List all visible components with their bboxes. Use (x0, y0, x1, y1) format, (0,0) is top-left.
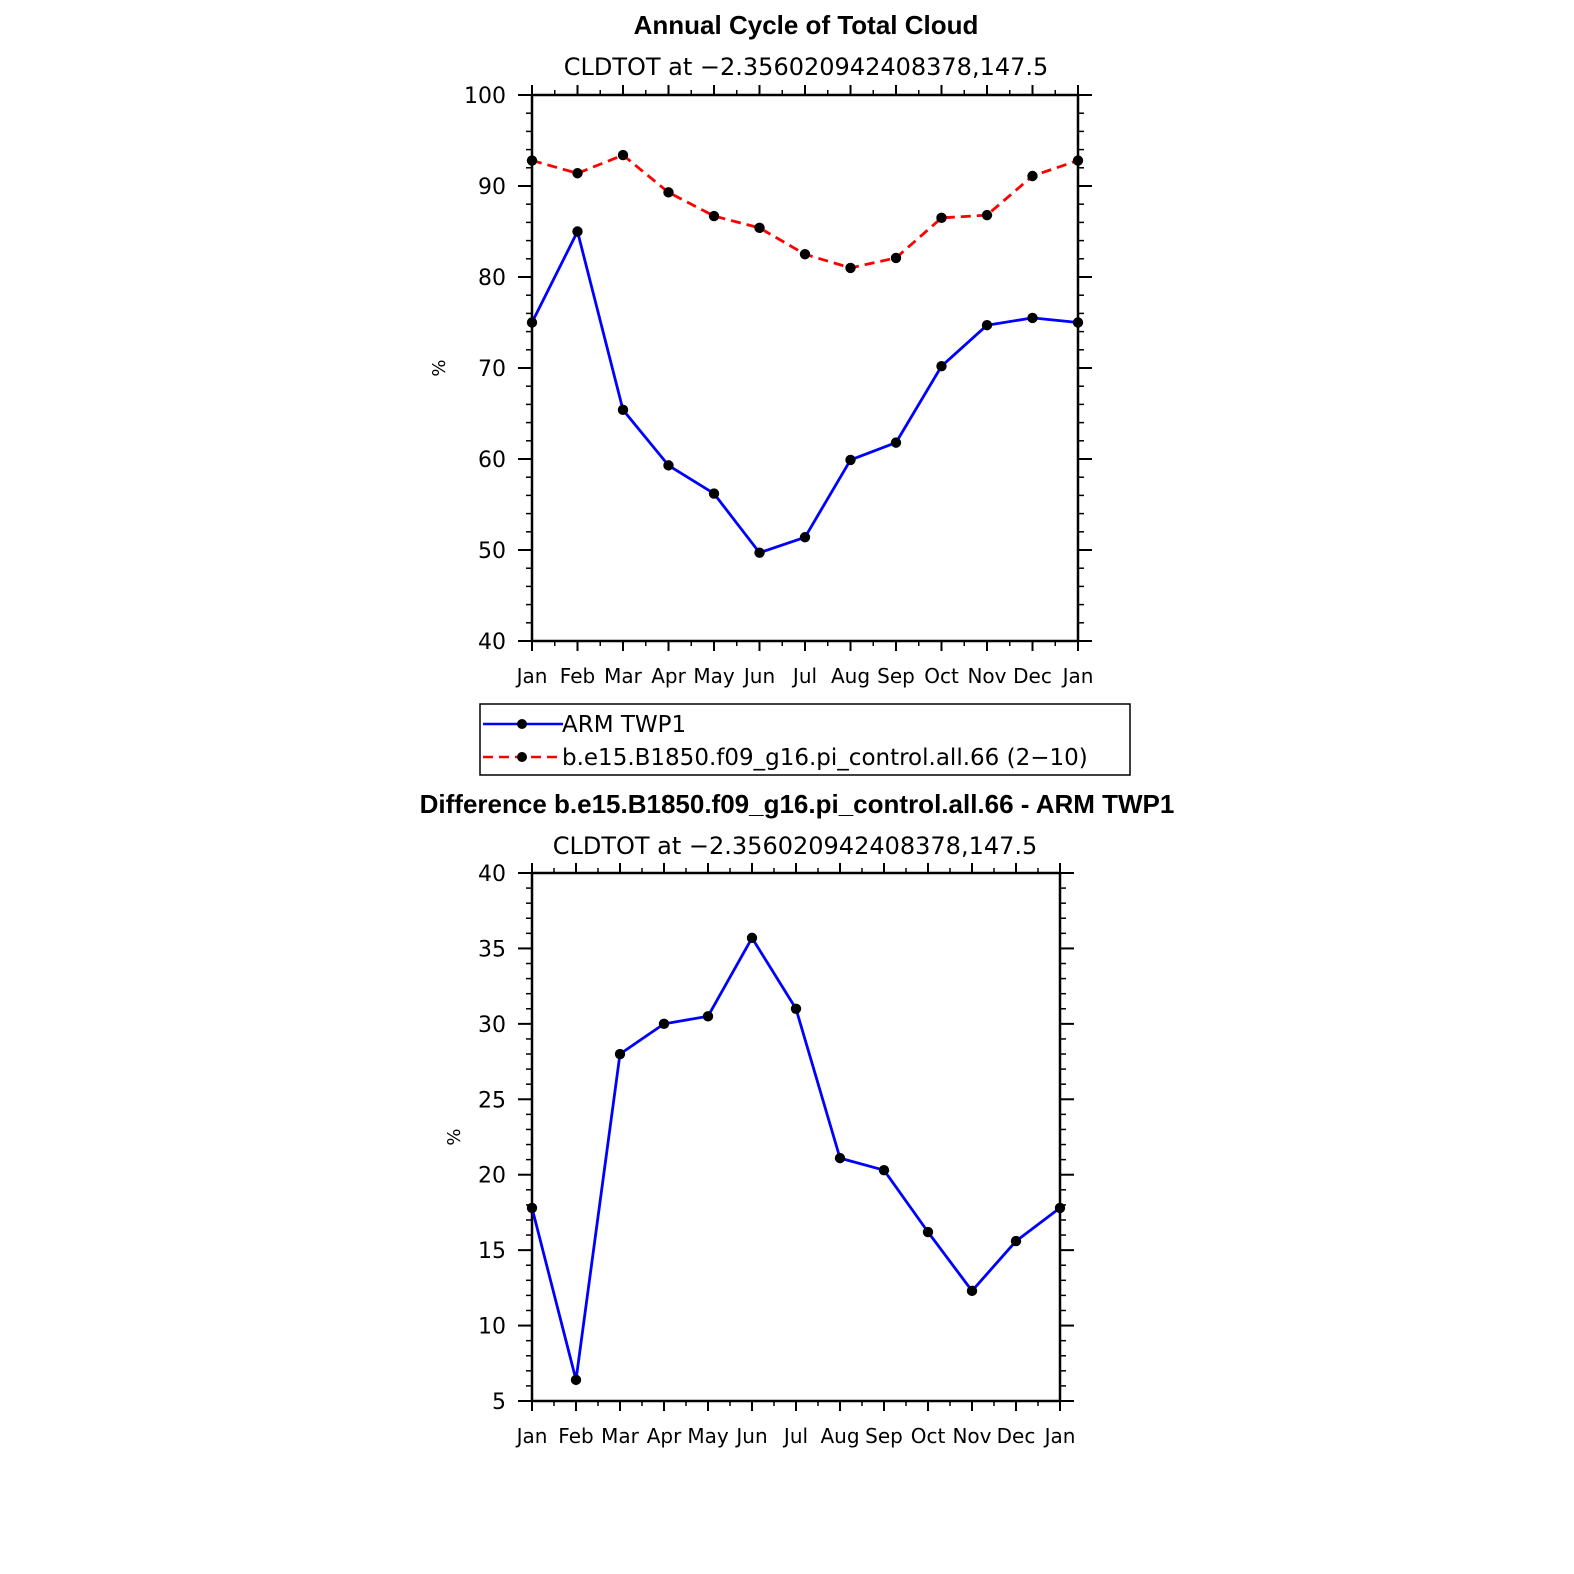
x-tick-label: Jun (742, 664, 775, 688)
chart-2-series-0-point (570, 1374, 582, 1386)
x-tick-label: Mar (604, 664, 643, 688)
chart-2-series-0-point (1054, 1202, 1066, 1214)
y-tick-label: 30 (478, 1013, 506, 1038)
x-tick-label: Nov (967, 664, 1006, 688)
x-tick-label: Apr (651, 664, 686, 688)
chart-1-series-1-point (981, 209, 993, 221)
legend-marker-arm-twp1 (517, 719, 527, 729)
legend-label-arm-twp1: ARM TWP1 (562, 712, 686, 738)
chart-1-series-0-point (981, 320, 993, 331)
x-tick-label: Jul (791, 664, 817, 688)
chart-1-series-1-point (845, 262, 856, 274)
x-tick-label: Jan (515, 1424, 548, 1448)
chart-2-series-0-point (922, 1226, 934, 1238)
chart-1-series-0-point (799, 532, 811, 543)
y-tick-label: 60 (478, 448, 506, 473)
chart-2-series-0-point (614, 1048, 626, 1060)
x-tick-label: Sep (865, 1424, 903, 1448)
chart-1-series-0-point (890, 437, 902, 448)
chart-2-plot: Jan Feb Mar Apr May Jun Jul Aug Sep Oct Nov Dec Jan 5… (478, 862, 1075, 1448)
x-tick-label: Jan (1061, 664, 1094, 688)
chart-1-ylabel: % (429, 359, 450, 376)
x-tick-label: Nov (952, 1424, 991, 1448)
chart-1-series-1-point (754, 222, 765, 234)
chart-1-series-1-point (799, 249, 811, 260)
x-tick-label: Dec (997, 1424, 1036, 1448)
x-tick-label: Sep (877, 664, 915, 688)
chart-1-series-1-point (663, 187, 674, 198)
legend-marker-model (517, 752, 527, 762)
x-tick-label: Jan (515, 664, 548, 688)
chart-2-series-0-point (658, 1018, 670, 1030)
chart-1-series-0-point (1072, 317, 1084, 328)
y-tick-label: 5 (492, 1390, 506, 1415)
y-tick-label: 35 (478, 937, 506, 962)
x-tick-label: Mar (601, 1424, 640, 1448)
legend-box (479, 703, 1131, 776)
x-tick-label: Aug (820, 1424, 859, 1448)
x-tick-label: May (693, 664, 735, 688)
chart-2-subtitle: CLDTOT at −2.356020942408378,147.5 (553, 832, 1038, 860)
y-tick-label: 25 (478, 1088, 506, 1113)
chart-1-plot: Jan Feb Mar Apr May Jun Jul Aug Sep Oct Nov Dec Jan 4… (464, 84, 1093, 688)
y-tick-label: 100 (464, 84, 506, 109)
y-tick-label: 15 (478, 1239, 506, 1264)
y-tick-label: 20 (478, 1164, 506, 1189)
x-tick-label: Aug (831, 664, 870, 688)
chart-2-series-0-point (1010, 1235, 1022, 1247)
y-tick-label: 50 (478, 539, 506, 564)
chart-1-legend: ARM TWP1 b.e15.B1850.f09_g16.pi_control.… (479, 703, 1131, 776)
chart-1-series-1-point (890, 252, 902, 264)
x-tick-label: Oct (911, 1424, 946, 1448)
chart-1-series-0-point (845, 454, 856, 466)
chart-1-series-1-point (617, 149, 629, 161)
chart-1-title: Annual Cycle of Total Cloud (634, 10, 979, 40)
chart-1-subtitle: CLDTOT at −2.356020942408378,147.5 (564, 53, 1049, 81)
chart-2-series-0-point (790, 1003, 802, 1014)
legend-label-model: b.e15.B1850.f09_g16.pi_control.all.66 (2… (562, 745, 1088, 771)
chart-2-series-0-point (746, 932, 758, 944)
x-tick-label: Oct (924, 664, 959, 688)
chart-1-series-1-point (572, 168, 583, 179)
x-tick-label: May (687, 1424, 729, 1448)
chart-1-series-0-point (663, 460, 674, 471)
y-tick-label: 40 (478, 630, 506, 655)
chart-1-series-1-point (1027, 170, 1038, 182)
chart-2-ylabel: % (444, 1128, 465, 1145)
chart-1-series-0-point (708, 488, 720, 499)
y-tick-label: 10 (478, 1315, 506, 1340)
x-tick-label: Dec (1013, 664, 1052, 688)
x-tick-label: Apr (647, 1424, 682, 1448)
chart-1-series-0-point (617, 404, 629, 416)
chart-2-frame (530, 871, 1062, 1403)
y-tick-label: 90 (478, 175, 506, 200)
x-tick-label: Jun (734, 1424, 767, 1448)
chart-1-series-1-point (526, 155, 538, 166)
chart-1-series-0-point (936, 360, 947, 372)
chart-2-series-0-point (878, 1164, 890, 1176)
chart-1-series-0-point (526, 317, 538, 328)
x-tick-label: Feb (560, 664, 595, 688)
y-tick-label: 80 (478, 266, 506, 291)
y-tick-label: 40 (478, 862, 506, 887)
chart-1-series-1-point (936, 212, 947, 224)
x-tick-label: Jul (782, 1424, 808, 1448)
chart-2-series-0-point (834, 1152, 846, 1164)
chart-1-series-0-point (754, 547, 765, 558)
y-tick-label: 70 (478, 357, 506, 382)
chart-1-series-0-line (530, 230, 1079, 555)
chart-1-series-0-point (1027, 312, 1038, 324)
chart-1-series-0-point (572, 226, 583, 237)
chart-2-series-0-point (966, 1285, 978, 1297)
chart-1-series-1-point (708, 210, 720, 222)
chart-1-frame (530, 93, 1080, 643)
chart-1-series-1-point (1072, 155, 1084, 166)
chart-2-series-0-point (526, 1202, 538, 1214)
x-tick-label: Jan (1043, 1424, 1076, 1448)
x-tick-label: Feb (558, 1424, 593, 1448)
chart-2-series-0-point (702, 1011, 714, 1022)
chart-2-title: Difference b.e15.B1850.f09_g16.pi_contro… (420, 789, 1175, 819)
